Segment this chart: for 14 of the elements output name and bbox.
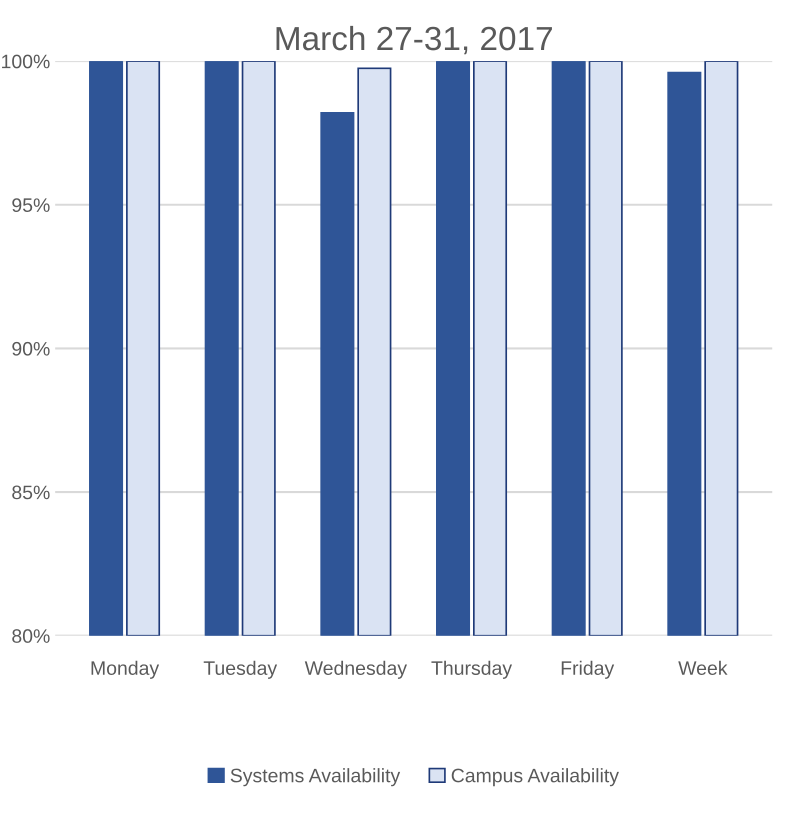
x-tick-label: Tuesday: [204, 660, 278, 679]
y-tick-label: 95%: [12, 198, 50, 212]
x-tick-label: Friday: [562, 660, 614, 679]
x-tick-label: Wednesday: [304, 660, 408, 679]
legend-label: Campus Availability: [452, 768, 619, 786]
legend-label: Systems Availability: [230, 768, 400, 786]
y-tick-label: 100%: [2, 54, 50, 68]
x-tick-label: Thursday: [431, 660, 512, 679]
y-tick-label: 80%: [12, 629, 50, 643]
y-tick-label: 90%: [12, 342, 50, 356]
x-tick-label: Monday: [92, 660, 160, 679]
y-tick-label: 85%: [12, 486, 50, 500]
x-tick-label: Week: [678, 660, 728, 675]
chart-title: March 27-31, 2017: [276, 26, 552, 54]
